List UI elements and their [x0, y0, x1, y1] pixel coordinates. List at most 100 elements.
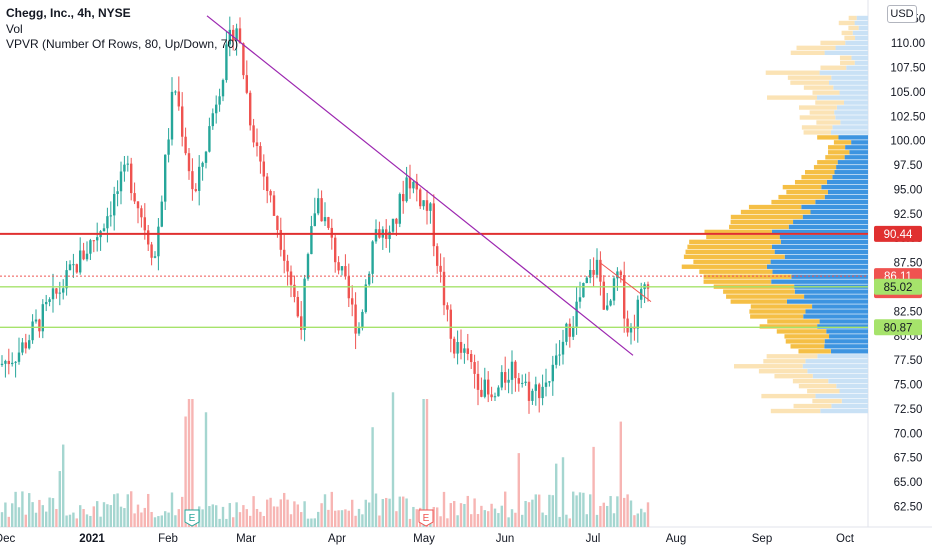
- vp-up-bar: [779, 234, 868, 240]
- candle-body: [320, 198, 323, 222]
- vp-up-bar: [821, 184, 868, 190]
- volume-bar: [191, 399, 194, 527]
- vp-up-bar: [824, 339, 868, 344]
- candle-body: [470, 353, 473, 363]
- vp-down-bar: [841, 30, 853, 36]
- vp-up-bar: [805, 359, 868, 364]
- candle-body: [337, 262, 340, 271]
- vp-up-bar: [791, 274, 868, 279]
- vp-up-bar: [772, 269, 868, 274]
- volume-bar: [568, 518, 571, 527]
- volume-bar: [228, 503, 231, 527]
- vp-down-bar: [794, 179, 827, 185]
- volume-bar: [374, 493, 378, 527]
- candle-body: [313, 213, 316, 227]
- vp-up-bar: [834, 110, 868, 115]
- candle-body: [419, 189, 422, 207]
- vp-up-bar: [815, 393, 868, 399]
- volume-bar: [402, 496, 405, 527]
- candle-body: [463, 348, 466, 353]
- vp-down-bar: [798, 349, 831, 354]
- vp-up-bar: [858, 25, 868, 31]
- vp-down-bar: [844, 35, 856, 41]
- volume-bar: [575, 495, 578, 527]
- vp-up-bar: [841, 398, 868, 404]
- candle-body: [317, 198, 320, 214]
- candle-body: [391, 218, 395, 232]
- volume-bar: [14, 491, 17, 527]
- vp-up-bar: [845, 145, 868, 150]
- time-tick-label: Oct: [836, 533, 855, 545]
- candle-body: [534, 384, 537, 391]
- candle-body: [119, 171, 123, 192]
- candle-body: [629, 326, 633, 333]
- candle-body: [504, 372, 507, 383]
- price-tick-label: 92.50: [894, 209, 923, 221]
- volume-bar: [368, 502, 371, 527]
- volume-bar: [143, 507, 146, 527]
- vp-up-bar: [846, 65, 868, 70]
- candle-body: [34, 319, 38, 322]
- candle-body: [361, 311, 364, 329]
- volume-bar: [633, 515, 636, 527]
- candle-body: [82, 250, 85, 260]
- candle-body: [480, 389, 483, 397]
- candle-body: [201, 162, 204, 167]
- candle-body: [208, 126, 211, 152]
- time-tick-label: Jun: [496, 533, 515, 545]
- vp-down-bar: [809, 110, 835, 115]
- volume-bar: [514, 512, 517, 527]
- volume-bar: [160, 515, 163, 527]
- earnings-marker[interactable]: [184, 509, 200, 527]
- volume-bar: [174, 515, 177, 527]
- candle-body: [68, 264, 72, 271]
- price-tick-label: 105.00: [890, 87, 925, 99]
- vp-down-bar: [840, 60, 855, 65]
- vp-up-bar: [836, 165, 868, 170]
- vp-down-bar: [815, 100, 844, 105]
- candle-body: [150, 244, 153, 258]
- vp-down-bar: [848, 15, 857, 21]
- volume-bar: [463, 503, 466, 527]
- vp-up-bar: [817, 324, 868, 329]
- volume-bar: [232, 517, 235, 527]
- volume-bar: [459, 503, 463, 527]
- volume-bar: [558, 516, 561, 527]
- volume-bar: [629, 500, 633, 527]
- price-tick-label: 62.50: [894, 501, 923, 513]
- vp-up-bar: [836, 383, 868, 389]
- vp-down-bar: [730, 214, 803, 220]
- candle-body: [425, 200, 429, 211]
- candle-body: [558, 354, 561, 356]
- volume-bar: [456, 515, 459, 527]
- vp-down-bar: [750, 304, 813, 309]
- currency-button[interactable]: USD: [887, 5, 917, 23]
- volume-bar: [330, 491, 333, 527]
- volume-bar: [357, 508, 361, 527]
- candle-body: [276, 215, 279, 230]
- candle-body: [58, 292, 61, 294]
- candle-body: [374, 229, 378, 242]
- volume-bar: [204, 412, 208, 527]
- volume-bar: [585, 514, 588, 527]
- vp-up-bar: [830, 349, 868, 354]
- vp-up-bar: [771, 279, 868, 284]
- candle-body: [187, 153, 191, 172]
- vp-down-bar: [778, 194, 825, 200]
- time-tick-label: Jul: [586, 533, 601, 545]
- volume-bar: [310, 518, 313, 527]
- vp-down-bar: [828, 150, 850, 155]
- volume-bar: [221, 506, 225, 527]
- earnings-marker[interactable]: [418, 509, 434, 527]
- candle-body: [436, 246, 439, 266]
- volume-bar: [612, 513, 616, 527]
- price-tick-label: 87.50: [894, 258, 923, 270]
- candle-body: [599, 259, 602, 282]
- vp-down-bar: [703, 274, 792, 279]
- volume-bar: [235, 502, 238, 527]
- vp-down-bar: [812, 398, 842, 404]
- volume-bar: [531, 499, 534, 527]
- candle-body: [255, 142, 259, 147]
- candle-body: [459, 342, 463, 353]
